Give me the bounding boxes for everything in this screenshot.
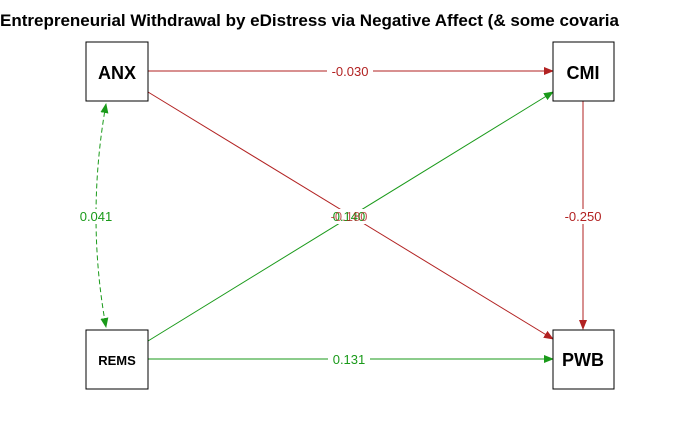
node-cmi-label: CMI [567, 63, 600, 83]
edge-label-anx-pwb: -0.180 [331, 209, 368, 224]
node-anx: ANX [85, 41, 149, 102]
node-anx-label: ANX [98, 63, 136, 83]
node-pwb-label: PWB [562, 350, 604, 370]
edge-label-bg-anx-cmi [327, 64, 373, 79]
edge-label-rems-pwb: 0.131 [333, 352, 366, 367]
edge-label-cmi-pwb: -0.250 [565, 209, 602, 224]
edge-label-bg-anx-rems [76, 209, 116, 224]
node-rems-label: REMS [98, 353, 136, 368]
edge-label-bg-rems-pwb [328, 352, 370, 367]
edge-label-bg-cmi-pwb [561, 209, 605, 224]
edge-label-rems-cmi: 0.140 [333, 209, 366, 224]
node-rems: REMS [85, 329, 149, 390]
node-cmi: CMI [552, 41, 615, 102]
edge-label-anx-rems: 0.041 [80, 209, 113, 224]
edge-label-bg-cross [328, 209, 370, 224]
node-pwb: PWB [552, 329, 615, 390]
diagram-title: Entrepreneurial Withdrawal by eDistress … [0, 11, 619, 30]
edge-label-anx-cmi: -0.030 [332, 64, 369, 79]
